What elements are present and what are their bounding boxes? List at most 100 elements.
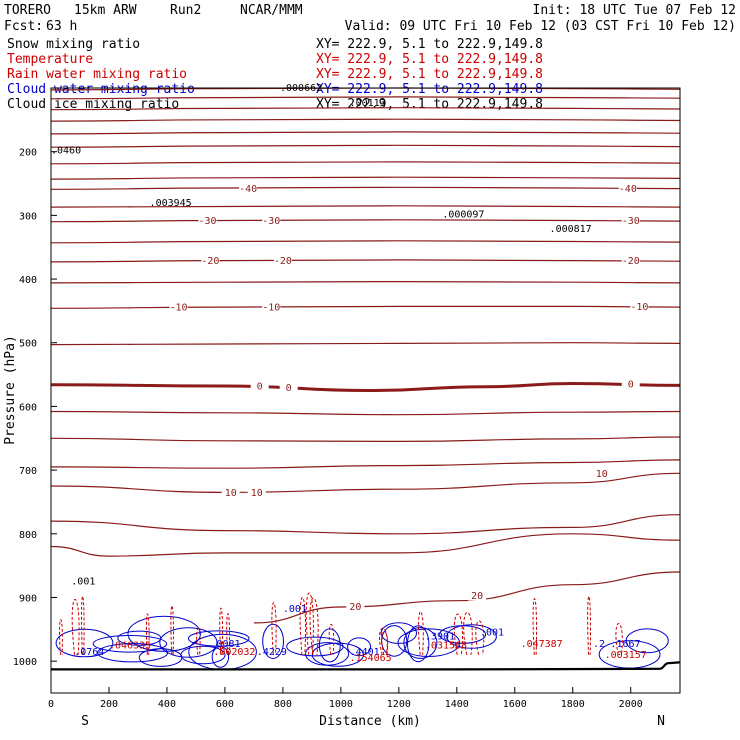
cloud-water-contour-17	[187, 630, 250, 647]
y-tick-label-6: 800	[19, 530, 37, 541]
temperature-label-bg-9	[262, 301, 281, 313]
header-init: Init: 18 UTC Tue 07 Feb 12	[533, 3, 737, 18]
temperature-label-bg-0	[239, 182, 258, 194]
maxima-labels: .000662 .00113 .0460 .003945 .000097 .000817.…	[51, 83, 647, 664]
temperature-contour-1	[50, 96, 681, 100]
temperature-contour-20	[50, 472, 681, 494]
temperature-label-8: -10	[170, 303, 188, 314]
x-tick-label-4: 800	[274, 699, 292, 710]
maximum-label-8: .001	[480, 628, 504, 639]
temperature-label-bg-14	[221, 486, 240, 498]
temperature-contour-22	[50, 533, 681, 557]
cloud-water-contour-0	[347, 637, 372, 657]
x-tick-label-7: 1400	[445, 699, 469, 710]
maximum-label-1: .00113	[350, 98, 386, 109]
cloud-water-contour-7	[286, 636, 344, 657]
temperature-label-bg-12	[279, 381, 298, 393]
header-grid: 15km ARW	[74, 3, 137, 18]
endpoint-label-north: N	[657, 714, 665, 729]
temperature-contour-5	[50, 144, 681, 148]
maximum-label-16: .3901	[425, 632, 455, 643]
temperature-label-bg-17	[346, 600, 365, 612]
temperature-label-bg-6	[273, 254, 292, 266]
plot-frame	[50, 87, 681, 694]
temperature-contour-10	[50, 219, 681, 223]
field-name-cloud-ice: Cloud ice mixing ratio	[7, 97, 179, 112]
temperature-contour-16	[50, 381, 681, 393]
temperature-label-4: -30	[622, 216, 640, 227]
temperature-label-bg-10	[630, 300, 649, 312]
x-axis-title: Distance (km)	[319, 714, 421, 729]
cloud-water-contour-5	[127, 615, 201, 652]
temperature-contour-7	[50, 176, 681, 180]
y-tick-label-1: 300	[19, 211, 37, 222]
cloud-water-contour-12	[397, 628, 461, 658]
rain-contour-6	[226, 613, 230, 655]
temperature-label-bg-2	[198, 214, 217, 226]
x-tick-label-5: 1000	[329, 699, 353, 710]
rain-contour-1	[475, 620, 485, 655]
x-tick-label-8: 1600	[503, 699, 527, 710]
temperature-label-1: -40	[619, 184, 637, 195]
cloud-water-contour-22	[211, 646, 230, 668]
temperature-label-3: -30	[262, 216, 280, 227]
rain-contour-7	[271, 602, 277, 655]
header-run: Run2	[170, 3, 201, 18]
y-tick-label-2: 400	[19, 275, 37, 286]
y-tick-label-8: 1000	[13, 657, 37, 668]
rain-contour-13	[615, 623, 623, 655]
field-name-snow: Snow mixing ratio	[7, 37, 140, 52]
maximum-label-15: .154065	[350, 653, 392, 664]
field-xy-rain: XY= 222.9, 5.1 to 222.9,149.8	[316, 67, 543, 82]
moisture-contours	[55, 592, 669, 671]
temperature-contour-21	[50, 514, 681, 535]
cloud-water-contour-23	[407, 625, 430, 663]
temperature-contour-15	[50, 342, 681, 346]
temperature-contour-2	[50, 107, 681, 111]
maximum-label-5: .000817	[550, 224, 592, 235]
temperature-contour-11	[50, 240, 681, 244]
temperature-label-18: 20	[471, 591, 483, 602]
maximum-label-10: .046335	[109, 640, 151, 651]
rain-contour-4	[379, 627, 388, 655]
y-axis-title: Pressure (hPa)	[3, 335, 18, 445]
y-tick-label-4: 600	[19, 402, 37, 413]
temperature-contour-14	[50, 305, 681, 309]
x-tick-label-10: 2000	[619, 699, 643, 710]
y-tick-label-3: 500	[19, 339, 37, 350]
temperature-contour-13	[50, 280, 681, 284]
y-tick-label-5: 700	[19, 466, 37, 477]
maximum-label-21: .2	[593, 639, 605, 650]
rain-contour-8	[532, 598, 538, 655]
temperature-contours	[50, 87, 681, 624]
rain-contour-14	[219, 607, 224, 655]
temperature-contour-4	[50, 131, 681, 135]
header-model: TORERO	[4, 3, 51, 18]
cloud-water-contour-9	[381, 625, 408, 657]
x-tick-label-6: 1200	[387, 699, 411, 710]
cloud-water-contour-21	[159, 627, 218, 658]
field-xy-temperature: XY= 222.9, 5.1 to 222.9,149.8	[316, 52, 543, 67]
temperature-label-0: -40	[239, 184, 257, 195]
temperature-label-6: -20	[274, 256, 292, 267]
temperature-contour-18	[50, 436, 681, 443]
field-name-rain: Rain water mixing ratio	[7, 67, 187, 82]
rain-contour-20	[453, 613, 463, 655]
rain-contour-11	[305, 592, 314, 655]
temperature-label-17: 20	[349, 602, 361, 613]
header-org: NCAR/MMM	[240, 3, 303, 18]
temperature-label-15: 10	[251, 488, 263, 499]
temperature-label-11: 0	[257, 382, 263, 393]
rain-contour-17	[418, 611, 424, 655]
header-fcst-label: Fcst:	[4, 19, 43, 34]
temperature-label-bg-4	[621, 214, 640, 226]
temperature-label-10: -10	[630, 302, 648, 313]
rain-contour-0	[71, 599, 80, 655]
cloud-water-contour-10	[262, 623, 285, 660]
temperature-contour-3	[50, 118, 681, 122]
temperature-label-7: -20	[622, 256, 640, 267]
temperature-contour-9	[50, 205, 681, 208]
cloud-water-contour-11	[180, 645, 226, 665]
temperature-label-2: -30	[198, 216, 216, 227]
temperature-contour-8	[50, 186, 681, 190]
